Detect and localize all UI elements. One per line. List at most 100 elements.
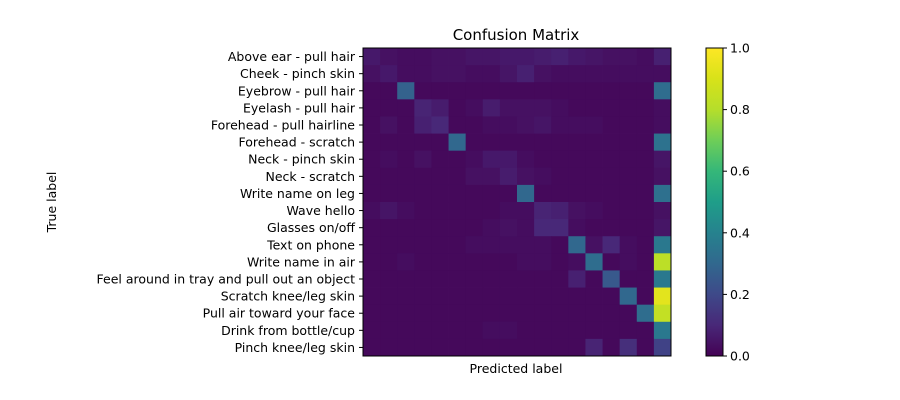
heatmap-cell xyxy=(414,65,432,83)
heatmap-cell xyxy=(585,82,603,100)
heatmap-cell xyxy=(653,304,672,323)
heatmap-cell xyxy=(414,253,432,271)
heatmap-cell xyxy=(534,184,552,203)
heatmap-cell xyxy=(568,270,586,288)
heatmap-cell xyxy=(499,133,518,152)
heatmap-cell xyxy=(568,65,586,83)
heatmap-cell xyxy=(602,202,621,220)
heatmap-cell xyxy=(568,202,586,220)
heatmap-cell xyxy=(602,338,621,357)
heatmap-cell xyxy=(619,150,638,169)
heatmap-cell xyxy=(482,65,501,83)
heatmap-cell xyxy=(636,167,655,186)
heatmap-cell xyxy=(517,48,535,66)
heatmap-cell xyxy=(551,236,569,254)
heatmap-cell xyxy=(602,270,621,288)
heatmap-cell xyxy=(363,304,381,323)
heatmap-cell xyxy=(653,219,672,237)
heatmap-cell xyxy=(414,338,432,357)
heatmap-cell xyxy=(534,321,552,340)
heatmap-cell xyxy=(517,219,535,237)
heatmap-cell xyxy=(585,184,603,203)
heatmap-cell xyxy=(363,82,381,100)
heatmap-cell xyxy=(602,82,621,100)
heatmap-cell xyxy=(585,253,603,271)
heatmap-cell xyxy=(619,202,638,220)
heatmap-cell xyxy=(380,116,398,134)
heatmap-cell xyxy=(414,82,432,100)
heatmap-cell xyxy=(465,150,484,169)
heatmap-cell xyxy=(363,184,381,203)
heatmap-cell xyxy=(363,65,381,83)
heatmap-cell xyxy=(585,270,603,288)
heatmap-cell xyxy=(534,167,552,186)
heatmap-cell xyxy=(397,116,415,134)
heatmap-cell xyxy=(482,253,501,271)
heatmap-cell xyxy=(465,82,484,100)
heatmap-cell xyxy=(653,321,672,340)
heatmap-cell xyxy=(619,253,638,271)
heatmap-cell xyxy=(619,184,638,203)
heatmap-cell xyxy=(397,82,415,100)
chart-title: Confusion Matrix xyxy=(453,26,580,44)
colorbar-tick-label: 0.4 xyxy=(730,225,750,240)
heatmap-cell xyxy=(482,304,501,323)
heatmap-cell xyxy=(602,287,621,306)
heatmap-cell xyxy=(551,133,569,152)
heatmap-cell xyxy=(499,202,518,220)
heatmap-cell xyxy=(414,304,432,323)
heatmap-cell xyxy=(568,184,586,203)
heatmap-cell xyxy=(636,304,655,323)
heatmap-cell xyxy=(619,133,638,152)
heatmap-cell xyxy=(636,150,655,169)
heatmap-cell xyxy=(653,167,672,186)
heatmap-cell xyxy=(465,236,484,254)
heatmap-cell xyxy=(363,270,381,288)
heatmap-cell xyxy=(363,219,381,237)
heatmap-cell xyxy=(551,287,569,306)
heatmap-cell xyxy=(636,99,655,117)
heatmap-cell xyxy=(363,253,381,271)
heatmap-cell xyxy=(534,270,552,288)
heatmap-cell xyxy=(534,304,552,323)
heatmap-cells xyxy=(363,48,672,357)
heatmap-cell xyxy=(517,202,535,220)
heatmap-cell xyxy=(653,253,672,271)
heatmap-cell xyxy=(517,133,535,152)
heatmap-cell xyxy=(517,82,535,100)
heatmap-cell xyxy=(465,253,484,271)
heatmap-cell xyxy=(499,116,518,134)
heatmap-cell xyxy=(448,202,467,220)
heatmap-cell xyxy=(602,236,621,254)
heatmap-cell xyxy=(551,48,569,66)
heatmap-cell xyxy=(602,48,621,66)
heatmap-cell xyxy=(585,287,603,306)
heatmap-cell xyxy=(448,304,467,323)
heatmap-cell xyxy=(482,150,501,169)
heatmap-cell xyxy=(397,304,415,323)
heatmap-cell xyxy=(431,82,449,100)
heatmap-cell xyxy=(499,219,518,237)
heatmap-cell xyxy=(414,321,432,340)
heatmap-cell xyxy=(414,116,432,134)
row-label: Scratch knee/leg skin xyxy=(221,289,355,304)
heatmap-cell xyxy=(499,184,518,203)
heatmap-cell xyxy=(397,65,415,83)
heatmap-cell xyxy=(380,219,398,237)
colorbar-tick-label: 0.8 xyxy=(730,102,750,117)
heatmap-cell xyxy=(448,116,467,134)
heatmap-cell xyxy=(431,253,449,271)
heatmap-cell xyxy=(602,116,621,134)
heatmap-cell xyxy=(619,167,638,186)
heatmap-cell xyxy=(517,150,535,169)
heatmap-cell xyxy=(551,184,569,203)
heatmap-cell xyxy=(448,167,467,186)
heatmap-cell xyxy=(448,287,467,306)
heatmap-cell xyxy=(499,253,518,271)
heatmap-cell xyxy=(499,99,518,117)
heatmap-cell xyxy=(414,184,432,203)
row-label: Eyebrow - pull hair xyxy=(238,83,356,98)
heatmap-cell xyxy=(414,150,432,169)
heatmap-cell xyxy=(431,133,449,152)
heatmap-cell xyxy=(602,167,621,186)
